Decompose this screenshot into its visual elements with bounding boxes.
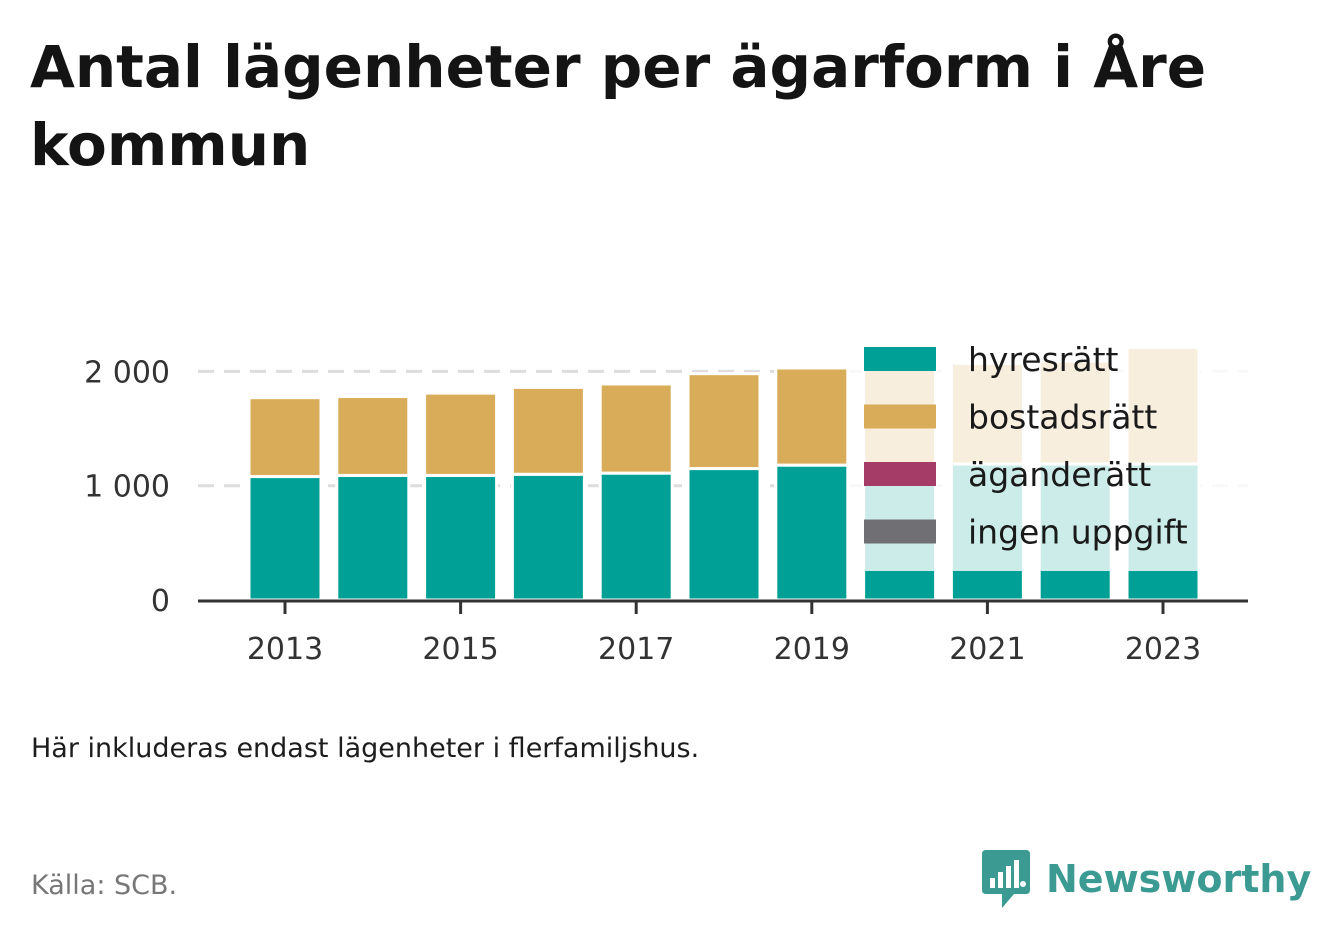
legend-swatch — [864, 404, 936, 429]
x-tick-label: 2015 — [422, 632, 498, 667]
y-tick-label: 1 000 — [84, 470, 170, 505]
legend-swatch — [864, 519, 936, 544]
bar-segment — [686, 372, 762, 471]
chart-note: Här inkluderas endast lägenheter i flerf… — [31, 733, 700, 764]
legend-label: bostadsrätt — [968, 398, 1157, 437]
axes: 0 1 000 2 000 2013 2015 2017 2019 2021 2023 — [84, 355, 1248, 667]
legend-swatch — [864, 347, 936, 371]
bar-segment — [423, 473, 499, 602]
newsworthy-brand[interactable]: Newsworthy — [980, 846, 1311, 912]
legend-label: äganderätt — [968, 455, 1151, 494]
x-tick-label: 2017 — [598, 632, 674, 667]
chart-title: Antal lägenheter per ägarform i Åre komm… — [30, 33, 1207, 179]
bar-segment — [774, 366, 850, 467]
bar-segment — [335, 473, 411, 602]
legend-label: hyresrätt — [968, 340, 1119, 379]
x-tick-label: 2021 — [949, 632, 1025, 667]
y-tick-label: 0 — [151, 584, 170, 619]
bar-segment — [335, 395, 411, 477]
bar-segment — [510, 385, 586, 476]
legend-swatch — [864, 462, 936, 486]
source-credit: Källa: SCB. — [31, 870, 178, 901]
bar-segment — [598, 471, 674, 602]
legend: hyresrätt bostadsrätt äganderätt ingen uppg… — [864, 340, 1188, 552]
x-tick-label: 2023 — [1125, 632, 1201, 667]
x-tick-label: 2013 — [247, 632, 323, 667]
legend-label: ingen uppgift — [968, 513, 1188, 552]
bar-segment — [247, 475, 323, 602]
y-tick-label: 2 000 — [84, 355, 170, 390]
bar-segment — [598, 382, 674, 475]
x-tick-label: 2019 — [774, 632, 850, 667]
bar-segment — [423, 391, 499, 477]
bar-segment — [510, 472, 586, 602]
bar-segment — [247, 396, 323, 479]
bar-segment — [774, 463, 850, 602]
brand-name: Newsworthy — [1046, 857, 1312, 901]
newsworthy-logo-icon — [982, 850, 1030, 908]
bar-segment — [686, 467, 762, 602]
